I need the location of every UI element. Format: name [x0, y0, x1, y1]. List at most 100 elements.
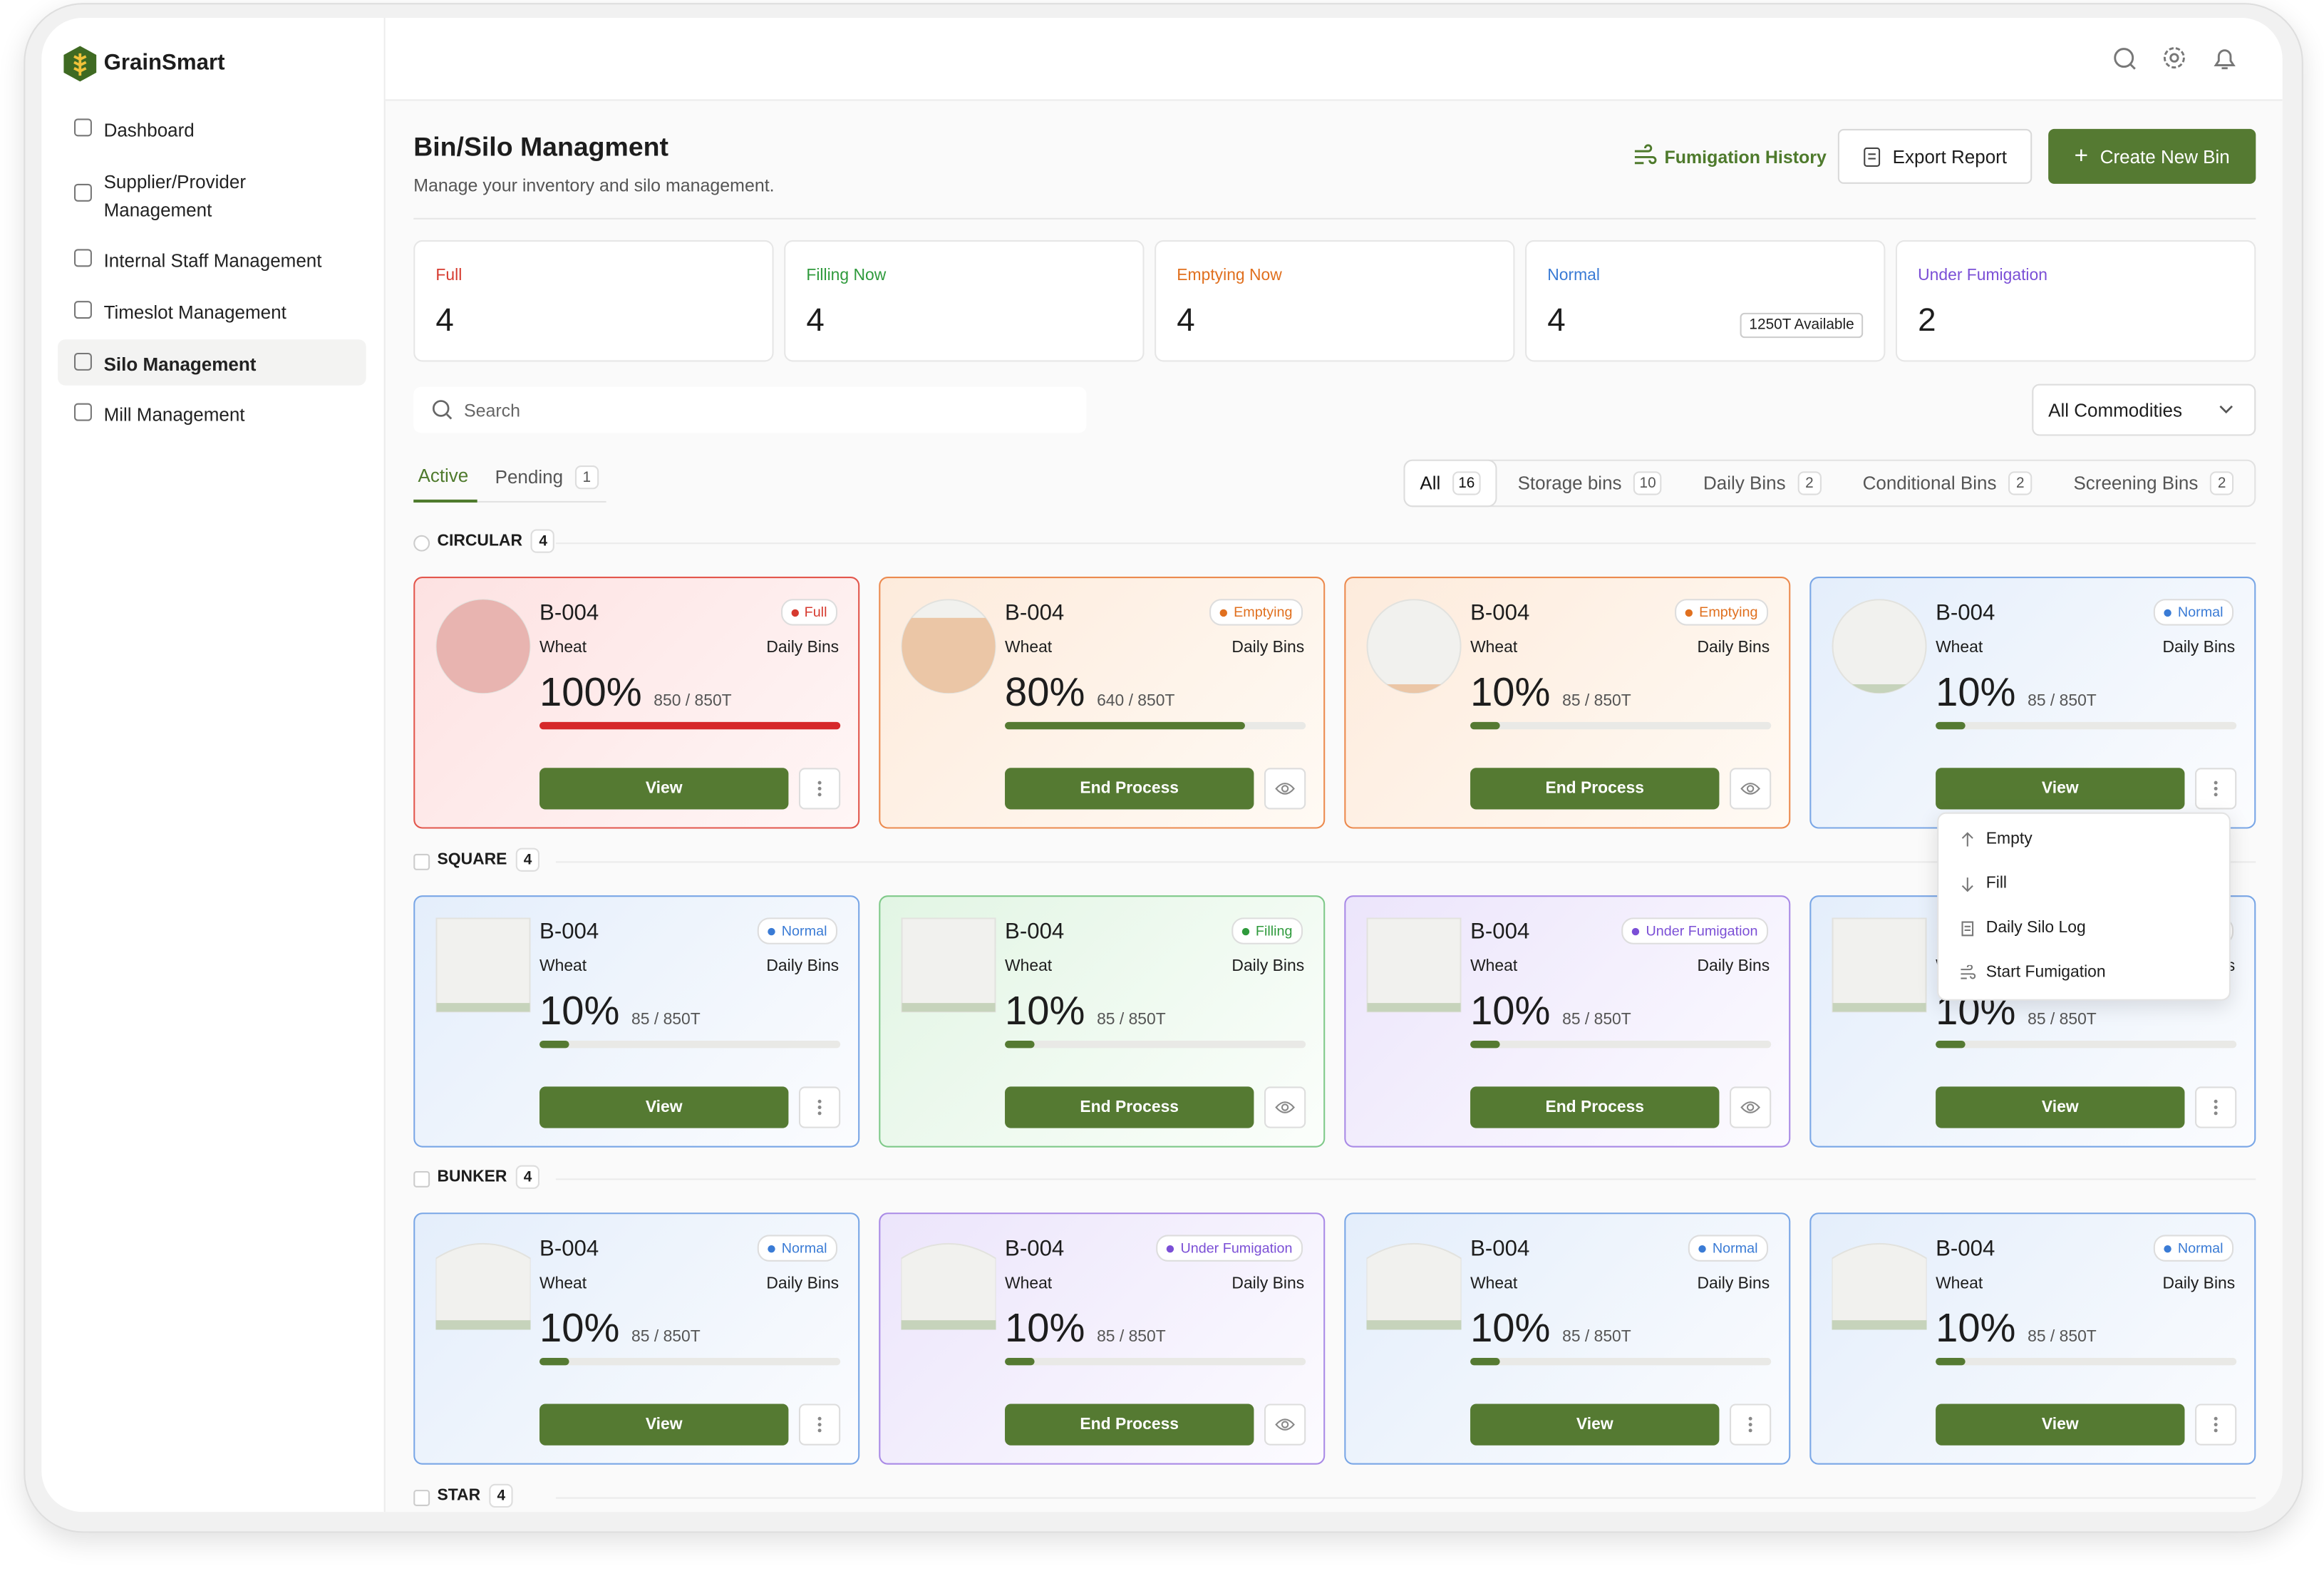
filter-label: Screening Bins [2073, 473, 2199, 494]
bin-type-filters: All 16 Storage bins 10 Daily Bins 2 Conditiona… [1403, 459, 2256, 508]
nav-item[interactable]: Supplier/Provider Management [103, 172, 247, 221]
commodity-dropdown[interactable] [2032, 383, 2256, 436]
bin-card[interactable]: B-004 Emptying Wheat Daily Bins 80% 640 / 850… [879, 577, 1326, 829]
tab[interactable]: Pending 1 [495, 465, 599, 490]
filter-chip[interactable]: Storage bins 10 [1497, 460, 1683, 508]
section-checkbox[interactable] [413, 1490, 430, 1506]
bin-fill-percent: 10% [1005, 1306, 1085, 1351]
status-dot [1632, 927, 1641, 935]
bin-icon-button[interactable] [798, 1086, 841, 1128]
eye-icon [1740, 783, 1760, 795]
nav-item[interactable]: Mill Management [103, 404, 245, 426]
bin-card[interactable]: B-004 Normal Wheat Daily Bins 10% 85 / 850T Vi… [1809, 577, 2256, 829]
more-dot [817, 1428, 822, 1433]
menu-label: Start Fumigation [1985, 963, 2106, 982]
section-checkbox[interactable] [413, 853, 430, 870]
stat-value: 4 [1547, 301, 1566, 339]
bin-icon-button[interactable] [2195, 768, 2237, 810]
bin-card[interactable]: B-004 Normal Wheat Daily Bins 10% 85 / 850T Vi… [413, 1212, 860, 1465]
filter-chip[interactable]: All 16 [1403, 459, 1497, 508]
menu-item[interactable]: Fill [1959, 873, 2007, 894]
stat-note: 1250T Available [1740, 312, 1864, 339]
nav-item[interactable]: Silo Management [103, 354, 257, 376]
tab[interactable]: Active [418, 465, 468, 486]
menu-item[interactable]: Start Fumigation [1959, 962, 2106, 983]
section-count: 4 [515, 1165, 540, 1189]
menu-item[interactable]: Empty [1959, 829, 2033, 850]
bin-card[interactable]: B-004 Normal Wheat Daily Bins 10% 85 / 850T Vi… [1344, 1212, 1791, 1465]
nav-item[interactable]: Timeslot Management [103, 302, 286, 324]
filter-chip[interactable]: Conditional Bins 2 [1842, 460, 2053, 508]
bin-action-button[interactable]: End Process [1005, 768, 1254, 810]
create-bin-button[interactable]: + Create New Bin [2048, 128, 2256, 184]
nav-item[interactable]: Dashboard [103, 120, 195, 141]
bin-icon-button[interactable] [1264, 768, 1306, 810]
progress-bar [1005, 721, 1246, 730]
export-icon [1864, 146, 1880, 166]
bin-action-button[interactable]: View [1936, 1086, 2185, 1128]
bin-commodity: Wheat [1936, 1274, 1983, 1293]
shape-fill-level [902, 617, 996, 694]
bin-icon-button[interactable] [1264, 1404, 1306, 1446]
bin-card[interactable]: B-004 Normal Wheat Daily Bins 10% 85 / 850T Vi… [413, 895, 860, 1148]
filter-count: 2 [2209, 471, 2234, 495]
filter-chip[interactable]: Screening Bins 2 [2052, 460, 2254, 508]
bin-card[interactable]: B-004 Under Fumigation Wheat Daily Bins 10% 8… [879, 1212, 1326, 1465]
bin-action-button[interactable]: End Process [1005, 1404, 1254, 1446]
nav-item[interactable]: Internal Staff Management [103, 250, 322, 272]
stat-card: Filling Now 4 [784, 240, 1145, 362]
section-checkbox[interactable] [413, 1170, 430, 1188]
bin-action-button[interactable]: View [1936, 1404, 2185, 1446]
bin-card[interactable]: B-004 Under Fumigation Wheat Daily Bins 10% 8… [1344, 895, 1791, 1148]
filter-chip[interactable]: Daily Bins 2 [1683, 460, 1842, 508]
status-badge: Under Fumigation [1622, 917, 1769, 944]
eye-icon [1275, 1101, 1295, 1113]
bin-action-button[interactable]: View [539, 1404, 789, 1446]
bin-action-button[interactable]: End Process [1005, 1086, 1254, 1128]
bin-card[interactable]: B-004 Emptying Wheat Daily Bins 10% 85 / 850T… [1344, 577, 1791, 829]
stat-label: Filling Now [806, 267, 887, 285]
progress-bar [539, 1358, 570, 1366]
bin-icon-button[interactable] [2195, 1086, 2237, 1128]
bin-action-button[interactable]: View [1936, 768, 2185, 810]
filter-label: Conditional Bins [1862, 473, 1997, 494]
bin-icon-button[interactable] [2195, 1404, 2237, 1446]
search-box[interactable] [413, 386, 1087, 433]
bin-icon-button[interactable] [1264, 1086, 1306, 1128]
bin-type: Daily Bins [1231, 957, 1305, 976]
bin-card[interactable]: B-004 Normal Wheat Daily Bins 10% 85 / 850T Vi… [1809, 1212, 2256, 1465]
status-badge: Normal [758, 917, 838, 944]
bin-fill: 10% 85 / 850T [539, 1306, 701, 1351]
status-dot [1242, 927, 1250, 935]
bin-commodity: Wheat [1005, 639, 1053, 657]
bin-icon-button[interactable] [1730, 1086, 1772, 1128]
section-checkbox[interactable] [413, 535, 430, 552]
eye-pupil [1281, 1103, 1289, 1111]
nav-icon [73, 352, 92, 371]
bin-icon-button[interactable] [798, 1404, 841, 1446]
menu-label: Fill [1985, 875, 2008, 892]
nav-icon [73, 403, 92, 421]
bin-card[interactable]: B-004 Filling Wheat Daily Bins 10% 85 / 850T E… [879, 895, 1326, 1148]
bin-action-button[interactable]: End Process [1470, 1086, 1720, 1128]
status-label: Emptying [1699, 604, 1758, 621]
bin-action-button[interactable]: End Process [1470, 768, 1720, 810]
page-subtitle: Manage your inventory and silo managemen… [413, 175, 775, 196]
bin-icon-button[interactable] [1730, 768, 1772, 810]
bin-icon-button[interactable] [1730, 1404, 1772, 1446]
bin-id: B-004 [1005, 600, 1065, 626]
menu-item[interactable]: Daily Silo Log [1959, 917, 2086, 938]
more-dot [2214, 1423, 2218, 1427]
export-report-button[interactable]: Export Report [1837, 128, 2033, 184]
progress-track [1470, 1358, 1772, 1366]
bin-type: Daily Bins [766, 957, 840, 976]
bin-action-button[interactable]: View [539, 768, 789, 810]
bin-icon-button[interactable] [798, 768, 841, 810]
bin-action-button[interactable]: View [1470, 1404, 1720, 1446]
section-name: SQUARE [437, 850, 507, 869]
shape-fill-level [435, 1320, 531, 1330]
bin-action-button[interactable]: View [539, 1086, 789, 1128]
fumigation-history-link[interactable]: Fumigation History [1664, 146, 1827, 168]
section-label: BUNKER 4 [438, 1165, 540, 1189]
bin-card[interactable]: B-004 Full Wheat Daily Bins 100% 850 / 850T Vi… [413, 577, 860, 829]
